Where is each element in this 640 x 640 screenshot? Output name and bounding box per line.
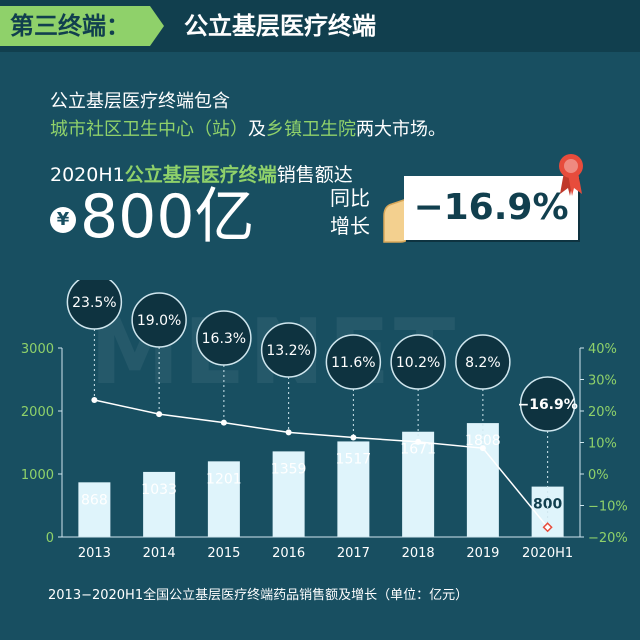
y-axis-right: −20% −10% 0% 10% 20% 30% 40% [579,342,628,546]
section-tag-arrow [150,6,164,46]
bar-value-label: 800 [533,497,562,513]
yoy-label: 同比 增长 [330,184,370,240]
intro-connector: 及 [248,119,266,140]
x-tick-label: 2017 [337,546,370,561]
bar [207,461,240,537]
bar-value-label: 1033 [141,482,177,498]
growth-label-circle [131,292,187,348]
bar-value-label: 1517 [336,451,372,467]
bar-value-label: 1808 [465,433,501,449]
intro-suffix: 两大市场。 [356,119,446,140]
bar-value-label: 1671 [400,442,436,458]
sales-chart: 0 1000 2000 3000 −20% −10% 0% 10% 20% 30% 40% 868… [21,280,628,561]
growth-value-label: 11.6% [331,355,375,371]
x-tick-label: 2015 [207,546,240,561]
y-tick-label: 2000 [21,405,54,420]
y2-tick-label: 20% [588,405,617,420]
growth-point [220,419,227,426]
bar [78,482,111,537]
bar [337,441,370,537]
intro-line-1: 公立基层医疗终端包含 [50,91,230,112]
growth-point [542,522,553,533]
sales-amount: 800亿 [80,182,255,252]
growth-value-label: 23.5% [72,295,116,311]
bar [402,431,435,537]
growth-point [156,411,163,418]
market-urban-community: 城市社区卫生中心（站） [50,119,248,140]
x-tick-label: 2013 [78,546,111,561]
growth-point [350,434,357,441]
growth-value-label: −16.9% [517,397,577,413]
yoy-label-line-1: 同比 [330,186,370,210]
y-tick-label: 1000 [21,468,54,483]
sales-highlight: 公立基层医疗终端 [124,164,277,186]
intro-text: 公立基层医疗终端包含 城市社区卫生中心（站）及乡镇卫生院两大市场。 [50,88,446,144]
x-axis: 2013 2014 2015 2016 2017 2018 2019 2020H1 [62,536,580,561]
award-ribbon-icon [559,154,583,196]
y2-tick-label: −10% [588,500,628,515]
sales-suffix: 销售额达 [276,164,353,186]
growth-value-label: 10.2% [396,355,440,371]
growth-point [91,396,98,403]
intro-line-2: 城市社区卫生中心（站）及乡镇卫生院两大市场。 [50,116,446,144]
y2-tick-label: 10% [588,437,617,452]
growth-label-circle [260,322,317,378]
growth-value-label: 19.0% [137,313,181,329]
yoy-label-line-2: 增长 [330,214,370,238]
bar-value-label: 1201 [206,471,242,487]
x-tick-label: 2018 [402,546,435,561]
y2-tick-label: 0% [588,468,609,483]
y-tick-label: 0 [46,531,54,546]
growth-value-label: 16.3% [202,331,246,347]
growth-value-label: 8.2% [465,355,501,371]
x-tick-label: 2019 [466,546,499,561]
sales-period: 2020H1 [50,164,125,186]
page-title: 公立基层医疗终端 [184,12,376,40]
yoy-value-card: −16.9% [404,176,578,240]
growth-label-circle [325,334,382,390]
y2-tick-label: −20% [588,531,628,546]
section-tag: 第三终端： [0,6,150,46]
growth-value-label: 13.2% [266,343,310,359]
x-tick-label: 2020H1 [522,546,573,561]
growth-label-circle [455,334,511,390]
growth-label-circles: 23.5% 19.0% 16.3% 13.2% 11.6% 10.2% 8.2% −16.9% [66,280,578,432]
bar-value-label: 868 [81,492,108,508]
yen-icon: ¥ [50,207,76,233]
chart-caption: 2013−2020H1全国公立基层医疗终端药品销售额及增长（单位：亿元） [48,588,469,603]
growth-point [415,438,422,445]
growth-point [479,445,486,452]
growth-label-circle [519,376,576,432]
growth-point [285,429,292,436]
growth-line [94,399,549,528]
market-township: 乡镇卫生院 [266,119,356,140]
sales-line: 2020H1公立基层医疗终端销售额达 [50,160,353,187]
bar [143,471,176,537]
growth-label-circle [66,280,123,330]
bar-series: 868 1033 1201 1359 1517 1671 1808 800 [78,423,564,537]
bar [466,423,499,537]
bar-value-label: 1359 [271,461,307,477]
x-tick-label: 2016 [272,546,305,561]
x-tick-label: 2014 [143,546,176,561]
growth-label-circle [196,310,252,366]
y2-tick-label: 30% [588,374,617,389]
bar [272,451,305,537]
growth-label-circle [390,334,446,390]
y-tick-label: 3000 [21,342,54,357]
connector-lines [93,329,549,528]
y2-tick-label: 40% [588,342,617,357]
growth-line-series [91,396,553,533]
y-axis-left: 0 1000 2000 3000 [21,342,63,546]
